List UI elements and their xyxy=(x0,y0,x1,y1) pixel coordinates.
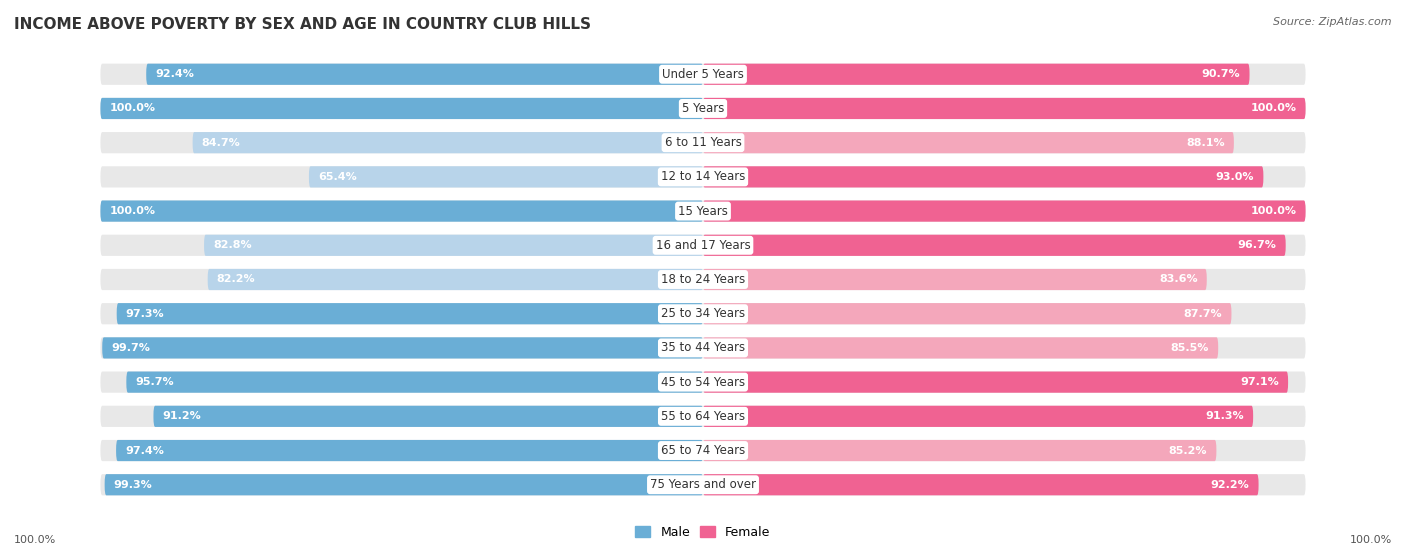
FancyBboxPatch shape xyxy=(100,98,703,119)
Text: 96.7%: 96.7% xyxy=(1237,240,1277,250)
FancyBboxPatch shape xyxy=(703,474,1258,495)
FancyBboxPatch shape xyxy=(146,64,703,85)
FancyBboxPatch shape xyxy=(703,98,1306,119)
FancyBboxPatch shape xyxy=(100,201,703,222)
FancyBboxPatch shape xyxy=(100,337,1306,358)
Text: 93.0%: 93.0% xyxy=(1216,172,1254,182)
FancyBboxPatch shape xyxy=(103,337,703,358)
Text: 65 to 74 Years: 65 to 74 Years xyxy=(661,444,745,457)
FancyBboxPatch shape xyxy=(193,132,703,153)
Text: Under 5 Years: Under 5 Years xyxy=(662,68,744,80)
FancyBboxPatch shape xyxy=(100,235,1306,256)
Text: INCOME ABOVE POVERTY BY SEX AND AGE IN COUNTRY CLUB HILLS: INCOME ABOVE POVERTY BY SEX AND AGE IN C… xyxy=(14,17,591,32)
Text: 87.7%: 87.7% xyxy=(1184,309,1222,319)
Text: 45 to 54 Years: 45 to 54 Years xyxy=(661,376,745,389)
FancyBboxPatch shape xyxy=(100,98,1306,119)
FancyBboxPatch shape xyxy=(104,474,703,495)
FancyBboxPatch shape xyxy=(117,440,703,461)
Text: 100.0%: 100.0% xyxy=(1350,535,1392,545)
Text: 35 to 44 Years: 35 to 44 Years xyxy=(661,342,745,354)
FancyBboxPatch shape xyxy=(153,406,703,427)
Text: 5 Years: 5 Years xyxy=(682,102,724,115)
FancyBboxPatch shape xyxy=(100,64,1306,85)
Text: 91.2%: 91.2% xyxy=(163,411,201,421)
Text: 97.3%: 97.3% xyxy=(125,309,165,319)
Text: 99.3%: 99.3% xyxy=(114,480,152,490)
FancyBboxPatch shape xyxy=(100,474,1306,495)
Text: 91.3%: 91.3% xyxy=(1205,411,1244,421)
FancyBboxPatch shape xyxy=(309,166,703,187)
Text: 99.7%: 99.7% xyxy=(111,343,150,353)
FancyBboxPatch shape xyxy=(703,132,1234,153)
FancyBboxPatch shape xyxy=(703,269,1206,290)
FancyBboxPatch shape xyxy=(703,201,1306,222)
Text: 83.6%: 83.6% xyxy=(1159,274,1198,285)
Legend: Male, Female: Male, Female xyxy=(630,520,776,544)
FancyBboxPatch shape xyxy=(100,201,1306,222)
Text: 92.2%: 92.2% xyxy=(1211,480,1250,490)
FancyBboxPatch shape xyxy=(208,269,703,290)
Text: 85.5%: 85.5% xyxy=(1171,343,1209,353)
Text: 97.4%: 97.4% xyxy=(125,446,165,456)
Text: 97.1%: 97.1% xyxy=(1240,377,1279,387)
FancyBboxPatch shape xyxy=(100,372,1306,393)
FancyBboxPatch shape xyxy=(703,372,1288,393)
Text: 95.7%: 95.7% xyxy=(135,377,174,387)
FancyBboxPatch shape xyxy=(703,440,1216,461)
Text: 100.0%: 100.0% xyxy=(1250,206,1296,216)
Text: 100.0%: 100.0% xyxy=(1250,103,1296,113)
FancyBboxPatch shape xyxy=(117,303,703,324)
FancyBboxPatch shape xyxy=(100,440,1306,461)
FancyBboxPatch shape xyxy=(127,372,703,393)
FancyBboxPatch shape xyxy=(703,406,1253,427)
Text: 82.8%: 82.8% xyxy=(214,240,252,250)
Text: 100.0%: 100.0% xyxy=(110,103,156,113)
Text: 82.2%: 82.2% xyxy=(217,274,256,285)
Text: 100.0%: 100.0% xyxy=(14,535,56,545)
FancyBboxPatch shape xyxy=(703,166,1264,187)
Text: 6 to 11 Years: 6 to 11 Years xyxy=(665,136,741,149)
Text: 65.4%: 65.4% xyxy=(318,172,357,182)
Text: 84.7%: 84.7% xyxy=(201,138,240,148)
Text: 16 and 17 Years: 16 and 17 Years xyxy=(655,239,751,252)
FancyBboxPatch shape xyxy=(703,337,1218,358)
Text: 100.0%: 100.0% xyxy=(110,206,156,216)
Text: Source: ZipAtlas.com: Source: ZipAtlas.com xyxy=(1274,17,1392,27)
FancyBboxPatch shape xyxy=(703,235,1285,256)
FancyBboxPatch shape xyxy=(100,406,1306,427)
Text: 90.7%: 90.7% xyxy=(1202,69,1240,79)
Text: 18 to 24 Years: 18 to 24 Years xyxy=(661,273,745,286)
Text: 92.4%: 92.4% xyxy=(155,69,194,79)
Text: 25 to 34 Years: 25 to 34 Years xyxy=(661,307,745,320)
Text: 88.1%: 88.1% xyxy=(1187,138,1225,148)
FancyBboxPatch shape xyxy=(703,64,1250,85)
Text: 12 to 14 Years: 12 to 14 Years xyxy=(661,170,745,183)
Text: 15 Years: 15 Years xyxy=(678,205,728,217)
FancyBboxPatch shape xyxy=(100,166,1306,187)
FancyBboxPatch shape xyxy=(204,235,703,256)
Text: 75 Years and over: 75 Years and over xyxy=(650,479,756,491)
Text: 55 to 64 Years: 55 to 64 Years xyxy=(661,410,745,423)
FancyBboxPatch shape xyxy=(703,303,1232,324)
FancyBboxPatch shape xyxy=(100,269,1306,290)
FancyBboxPatch shape xyxy=(100,132,1306,153)
FancyBboxPatch shape xyxy=(100,303,1306,324)
Text: 85.2%: 85.2% xyxy=(1168,446,1208,456)
